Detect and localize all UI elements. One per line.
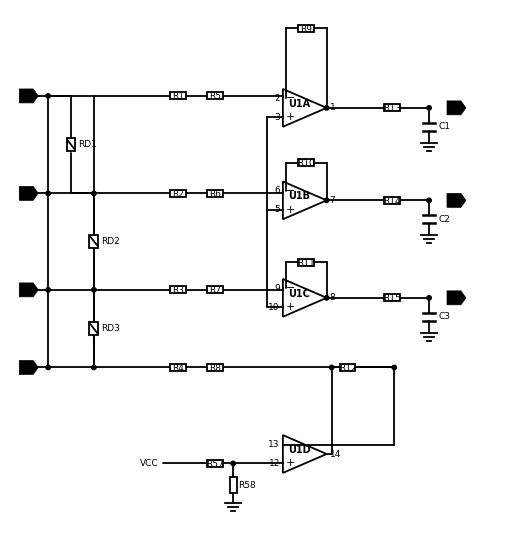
Text: 9: 9: [274, 284, 280, 293]
Text: R1: R1: [173, 92, 185, 101]
Polygon shape: [283, 435, 327, 473]
Bar: [298, 258, 314, 265]
Text: U1B: U1B: [289, 191, 310, 202]
Bar: [207, 190, 223, 197]
Circle shape: [427, 106, 431, 110]
Text: +: +: [286, 205, 295, 215]
Text: C1: C1: [438, 122, 450, 131]
Text: 2: 2: [274, 94, 280, 103]
Polygon shape: [19, 187, 38, 200]
Circle shape: [330, 365, 334, 370]
Text: R4: R4: [173, 364, 185, 373]
Circle shape: [392, 365, 396, 370]
Bar: [207, 460, 223, 467]
Circle shape: [427, 198, 431, 203]
Text: 10: 10: [268, 303, 280, 312]
Circle shape: [92, 288, 96, 292]
Circle shape: [92, 365, 96, 370]
Text: 1: 1: [330, 103, 335, 113]
Text: R5: R5: [209, 92, 221, 101]
Text: R7: R7: [209, 286, 221, 295]
Text: C3: C3: [438, 312, 450, 321]
Circle shape: [324, 198, 329, 203]
Bar: [171, 190, 186, 197]
Text: R14: R14: [383, 197, 401, 206]
Text: RD2: RD2: [101, 237, 120, 245]
Text: R12: R12: [339, 364, 356, 373]
Bar: [89, 235, 98, 248]
Polygon shape: [19, 361, 38, 375]
Circle shape: [92, 191, 96, 196]
Text: +: +: [286, 113, 295, 122]
Bar: [384, 105, 400, 111]
Bar: [298, 25, 314, 32]
Text: −: −: [286, 93, 295, 103]
Text: VCC: VCC: [140, 459, 159, 468]
Text: R15: R15: [383, 294, 401, 303]
Circle shape: [231, 461, 236, 466]
Circle shape: [46, 288, 50, 292]
Circle shape: [324, 106, 329, 110]
Text: 5: 5: [274, 205, 280, 214]
Text: −: −: [286, 186, 295, 196]
Text: C2: C2: [438, 215, 450, 224]
Bar: [67, 138, 75, 151]
Text: U1C: U1C: [289, 289, 310, 299]
Text: R2: R2: [173, 190, 185, 199]
Text: U1D: U1D: [288, 445, 311, 455]
Bar: [298, 159, 314, 166]
Bar: [171, 364, 186, 371]
Text: RD3: RD3: [101, 324, 120, 333]
Text: R6: R6: [209, 190, 221, 199]
Text: 7: 7: [330, 196, 335, 205]
Text: 8: 8: [330, 293, 335, 302]
Circle shape: [324, 296, 329, 300]
Text: −: −: [286, 440, 295, 450]
Text: RD1: RD1: [79, 140, 97, 149]
Text: 14: 14: [330, 450, 341, 458]
Bar: [171, 286, 186, 293]
Text: +: +: [286, 458, 295, 468]
Text: R13: R13: [383, 105, 401, 113]
Bar: [384, 294, 400, 301]
Circle shape: [46, 94, 50, 98]
Bar: [207, 92, 223, 99]
Text: −: −: [286, 284, 295, 293]
Polygon shape: [283, 182, 327, 219]
Text: R57: R57: [206, 460, 224, 469]
Text: 12: 12: [268, 459, 280, 468]
Text: U1A: U1A: [289, 99, 310, 109]
Text: +: +: [286, 302, 295, 312]
Text: R3: R3: [173, 286, 185, 295]
Text: 3: 3: [274, 113, 280, 122]
Polygon shape: [447, 101, 466, 115]
Polygon shape: [283, 89, 327, 126]
Circle shape: [46, 191, 50, 196]
Text: R10: R10: [297, 159, 315, 168]
Bar: [89, 322, 98, 335]
Bar: [171, 92, 186, 99]
Polygon shape: [283, 279, 327, 317]
Circle shape: [427, 296, 431, 300]
Bar: [230, 478, 237, 493]
Polygon shape: [447, 291, 466, 305]
Text: 6: 6: [274, 187, 280, 196]
Polygon shape: [19, 283, 38, 297]
Text: 13: 13: [268, 440, 280, 449]
Bar: [340, 364, 356, 371]
Text: R8: R8: [209, 364, 221, 373]
Text: R9: R9: [300, 25, 312, 34]
Text: R58: R58: [239, 481, 256, 490]
Bar: [207, 286, 223, 293]
Polygon shape: [19, 89, 38, 103]
Polygon shape: [447, 193, 466, 207]
Text: R11: R11: [297, 258, 315, 267]
Circle shape: [46, 365, 50, 370]
Bar: [207, 364, 223, 371]
Bar: [384, 197, 400, 204]
